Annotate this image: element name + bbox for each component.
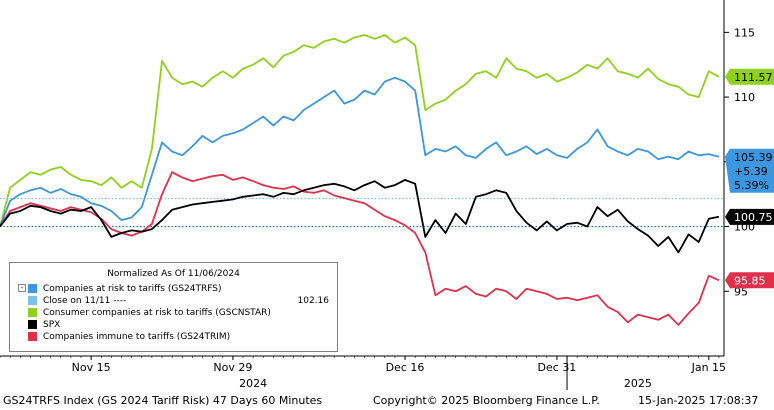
last-value-gs24trim-bg bbox=[725, 272, 774, 289]
x-tick-label-3: Dec 31 bbox=[538, 361, 577, 374]
x-tick-label-1: Nov 29 bbox=[213, 361, 252, 374]
footer-bar: GS24TRFS Index (GS 2024 Tariff Risk) 47 … bbox=[0, 391, 774, 410]
last-value-spx-bg bbox=[725, 208, 774, 225]
last-value-gs24trfs-line-0: 105.39 bbox=[734, 151, 773, 164]
legend-item-gscnstar[interactable]: Consumer companies at risk to tariffs (G… bbox=[18, 307, 329, 319]
last-value-gs24trfs: 105.39+5.395.39% bbox=[725, 148, 774, 193]
last-value-gs24trim: 95.85 bbox=[725, 272, 774, 289]
legend-item-close[interactable]: Close on 11/11 ---- 102.16 bbox=[18, 295, 329, 307]
legend-swatch-close bbox=[28, 296, 37, 305]
legend-label-gs24trfs: Companies at risk to tariffs (GS24TRFS) bbox=[43, 284, 222, 294]
x-tick-label-4: Jan 15 bbox=[691, 361, 726, 374]
collapse-toggle-icon[interactable]: - bbox=[18, 284, 26, 292]
year-label-2025: 2025 bbox=[624, 377, 652, 390]
legend-swatch-gs24trim bbox=[28, 332, 37, 341]
last-value-spx-text: 100.75 bbox=[734, 211, 773, 224]
last-value-gscnstar: 111.57 bbox=[725, 68, 774, 85]
last-value-gs24trim-text: 95.85 bbox=[734, 274, 766, 287]
last-value-gscnstar-bg bbox=[725, 68, 774, 85]
last-value-gs24trfs-bg bbox=[725, 148, 774, 193]
series-line-0 bbox=[0, 76, 720, 227]
last-value-gscnstar-text: 111.57 bbox=[734, 71, 773, 84]
legend-item-gs24trim[interactable]: Companies immune to tariffs (GS24TRIM) bbox=[18, 331, 329, 343]
y-tick-label-110: 110 bbox=[734, 91, 755, 104]
legend-box: Normalized As Of 11/06/2024 - Companies … bbox=[9, 262, 338, 352]
legend-swatch-spx bbox=[28, 320, 37, 329]
legend-label-spx: SPX bbox=[43, 320, 61, 330]
series-line-1 bbox=[0, 34, 720, 227]
legend-swatch-gs24trfs bbox=[28, 284, 37, 293]
legend-header: Normalized As Of 11/06/2024 bbox=[107, 269, 240, 279]
year-label-2024: 2024 bbox=[239, 377, 267, 390]
footer-copyright: Copyright© 2025 Bloomberg Finance L.P. bbox=[373, 394, 600, 407]
legend-item-gs24trfs[interactable]: - Companies at risk to tariffs (GS24TRFS… bbox=[18, 283, 329, 295]
last-value-spx: 100.75 bbox=[725, 208, 774, 225]
legend-label-close: Close on 11/11 ---- bbox=[43, 296, 127, 306]
y-tick-label-115: 115 bbox=[734, 26, 755, 39]
last-value-gs24trfs-line-1: +5.39 bbox=[734, 165, 768, 178]
x-tick-label-0: Nov 15 bbox=[72, 361, 111, 374]
series-line-2 bbox=[0, 178, 720, 254]
footer-timestamp: 15-Jan-2025 17:08:37 bbox=[638, 394, 759, 407]
last-value-gs24trfs-line-2: 5.39% bbox=[734, 179, 769, 192]
legend-label-gscnstar: Consumer companies at risk to tariffs (G… bbox=[43, 308, 271, 318]
series-line-3 bbox=[0, 171, 720, 326]
legend-value-close: 102.16 bbox=[297, 296, 330, 306]
legend-label-gs24trim: Companies immune to tariffs (GS24TRIM) bbox=[43, 332, 231, 342]
legend-swatch-gscnstar bbox=[28, 308, 37, 317]
y-tick-label-95: 95 bbox=[734, 285, 748, 298]
legend-item-spx[interactable]: SPX bbox=[18, 319, 329, 331]
footer-security-info: GS24TRFS Index (GS 2024 Tariff Risk) 47 … bbox=[3, 394, 323, 407]
x-tick-label-2: Dec 16 bbox=[386, 361, 425, 374]
